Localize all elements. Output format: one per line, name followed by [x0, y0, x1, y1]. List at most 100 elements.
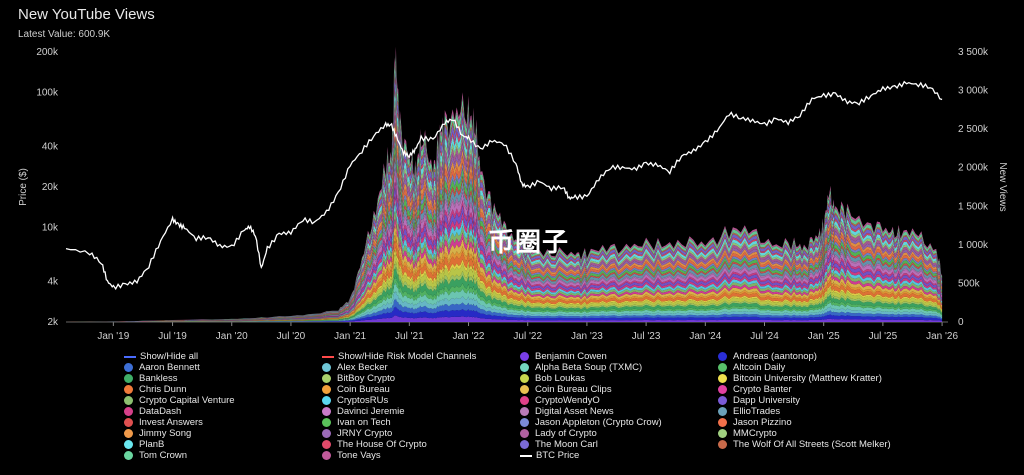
legend-item[interactable]: Tom Crown [124, 450, 187, 461]
y-left-tick-label: 4k [47, 276, 59, 287]
y-right-tick-label: 1 500k [958, 201, 989, 212]
legend-item[interactable]: Coin Bureau [322, 384, 390, 395]
legend-item[interactable]: Invest Answers [124, 417, 203, 428]
legend-label: Andreas (aantonop) [733, 351, 817, 362]
legend-swatch [718, 374, 727, 383]
legend-item[interactable]: Alpha Beta Soup (TXMC) [520, 362, 642, 373]
legend-item[interactable]: Bob Loukas [520, 373, 585, 384]
legend-item[interactable]: Chris Dunn [124, 384, 187, 395]
btc-price-line [65, 80, 943, 291]
legend-swatch [124, 429, 133, 438]
y-left-tick-label: 20k [42, 182, 59, 193]
legend-item[interactable]: MMCrypto [718, 428, 777, 439]
legend-label: The Wolf Of All Streets (Scott Melker) [733, 439, 891, 450]
legend-swatch [718, 385, 727, 394]
legend-item[interactable]: Digital Asset News [520, 406, 614, 417]
legend-swatch [124, 407, 133, 416]
legend-swatch [322, 355, 334, 358]
y-right-tick-label: 500k [958, 278, 981, 289]
legend-item[interactable]: Andreas (aantonop) [718, 351, 817, 362]
legend-item[interactable]: Altcoin Daily [718, 362, 785, 373]
legend-item[interactable]: Dapp University [718, 395, 800, 406]
legend-label: Ivan on Tech [337, 417, 391, 428]
legend-item[interactable]: Tone Vays [322, 450, 381, 461]
legend-item[interactable]: PlanB [124, 439, 164, 450]
x-tick-label: Jul '22 [513, 331, 542, 342]
legend-label: Davinci Jeremie [337, 406, 405, 417]
legend-label: JRNY Crypto [337, 428, 393, 439]
legend-swatch [520, 374, 529, 383]
legend-label: BTC Price [536, 450, 580, 461]
legend-swatch [718, 363, 727, 372]
legend-item[interactable]: Show/Hide Risk Model Channels [322, 351, 476, 362]
legend-swatch [124, 418, 133, 427]
legend-label: Benjamin Cowen [535, 351, 607, 362]
legend-label: The House Of Crypto [337, 439, 427, 450]
x-tick-label: Jul '20 [277, 331, 306, 342]
legend-label: PlanB [139, 439, 165, 450]
legend-label: Aaron Bennett [139, 362, 200, 373]
y-right-tick-label: 2 500k [958, 124, 989, 135]
legend-label: Digital Asset News [535, 406, 614, 417]
legend-item[interactable]: DataDash [124, 406, 181, 417]
legend-item[interactable]: Aaron Bennett [124, 362, 200, 373]
y-left-tick-label: 100k [36, 88, 59, 99]
y-right-tick-label: 1 000k [958, 240, 989, 251]
legend-item[interactable]: EllioTrades [718, 406, 780, 417]
chart-subtitle: Latest Value: 600.9K [18, 29, 111, 40]
y-left-tick-label: 2k [47, 317, 59, 328]
x-tick-label: Jan '23 [571, 331, 603, 342]
legend-item[interactable]: BTC Price [520, 450, 579, 461]
legend-item[interactable]: Lady of Crypto [520, 428, 597, 439]
legend-item[interactable]: Show/Hide all [124, 351, 198, 362]
legend-item[interactable]: CryptoWendyO [520, 395, 600, 406]
legend-label: Jimmy Song [139, 428, 192, 439]
legend-swatch [322, 451, 331, 460]
legend-swatch [718, 407, 727, 416]
legend-label: Chris Dunn [139, 384, 187, 395]
legend-item[interactable]: The House Of Crypto [322, 439, 427, 450]
legend-item[interactable]: Crypto Capital Venture [124, 395, 235, 406]
legend-swatch [520, 352, 529, 361]
legend-item[interactable]: Benjamin Cowen [520, 351, 607, 362]
legend-item[interactable]: Jason Pizzino [718, 417, 792, 428]
legend-swatch [718, 396, 727, 405]
legend-item[interactable]: BitBoy Crypto [322, 373, 395, 384]
legend-label: BitBoy Crypto [337, 373, 396, 384]
legend-label: Bob Loukas [535, 373, 586, 384]
legend-label: Crypto Capital Venture [139, 395, 235, 406]
legend-label: Dapp University [733, 395, 801, 406]
legend-swatch [322, 363, 331, 372]
legend-item[interactable]: JRNY Crypto [322, 428, 392, 439]
legend-item[interactable]: Davinci Jeremie [322, 406, 405, 417]
legend-item[interactable]: The Moon Carl [520, 439, 598, 450]
legend-swatch [718, 440, 727, 449]
legend-label: Jason Pizzino [733, 417, 792, 428]
x-tick-label: Jan '19 [97, 331, 129, 342]
legend-item[interactable]: CryptosRUs [322, 395, 388, 406]
x-tick-label: Jul '25 [869, 331, 898, 342]
legend-swatch [718, 352, 727, 361]
legend-item[interactable]: Jimmy Song [124, 428, 191, 439]
legend-label: Alex Becker [337, 362, 388, 373]
legend-item[interactable]: Coin Bureau Clips [520, 384, 612, 395]
legend-swatch [520, 363, 529, 372]
y-right-tick-label: 0 [958, 317, 964, 328]
legend-label: Tone Vays [337, 450, 381, 461]
legend-item[interactable]: Bankless [124, 373, 178, 384]
legend-item[interactable]: The Wolf Of All Streets (Scott Melker) [718, 439, 891, 450]
legend-swatch [520, 418, 529, 427]
legend-item[interactable]: Crypto Banter [718, 384, 792, 395]
legend-label: Show/Hide Risk Model Channels [338, 351, 477, 362]
legend-swatch [124, 363, 133, 372]
legend-item[interactable]: Jason Appleton (Crypto Crow) [520, 417, 662, 428]
legend-label: CryptoWendyO [535, 395, 600, 406]
legend-item[interactable]: Alex Becker [322, 362, 388, 373]
y-left-tick-label: 200k [36, 47, 59, 58]
x-tick-label: Jul '19 [158, 331, 187, 342]
legend-swatch [322, 407, 331, 416]
legend-item[interactable]: Ivan on Tech [322, 417, 391, 428]
legend-item[interactable]: Bitcoin University (Matthew Kratter) [718, 373, 882, 384]
legend-swatch [520, 385, 529, 394]
legend-label: Bitcoin University (Matthew Kratter) [733, 373, 882, 384]
